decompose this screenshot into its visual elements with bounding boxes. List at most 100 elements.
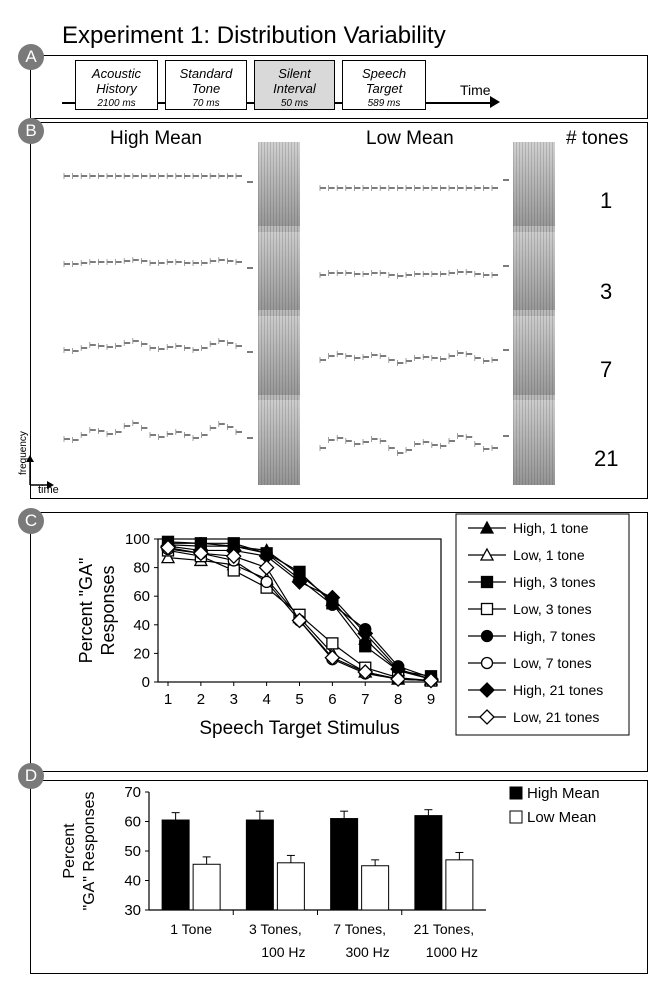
box-line1: Acoustic <box>91 66 142 81</box>
frequency-arrow-icon <box>26 455 34 462</box>
x-tick-label: 3 <box>230 691 238 708</box>
y-tick-label: 30 <box>124 902 141 919</box>
point-high-21-tones <box>324 589 341 606</box>
spectrogram-low-7 <box>513 310 555 400</box>
legend-marker-low-7-tones <box>480 656 494 670</box>
x-tick-label: 6 <box>328 691 336 708</box>
legend-label-low-mean: Low Mean <box>527 809 596 826</box>
category-sublabel: 300 Hz <box>345 944 389 960</box>
legend-marker-high-21-tones <box>479 682 495 698</box>
point-low-21-tones <box>324 649 341 666</box>
spectrogram-low-1 <box>513 142 555 232</box>
y-tick-label: 100 <box>125 531 150 548</box>
timeline-box-silent-interval: Silent Interval 50 ms <box>254 60 335 110</box>
spectrogram-low-21 <box>513 395 555 485</box>
box-line2: History <box>96 81 137 96</box>
spectrogram-high-3 <box>258 226 300 316</box>
y-tick-label: 50 <box>124 843 141 860</box>
box-duration: 2100 ms <box>97 98 136 109</box>
legend-label-high-1-tone: High, 1 tone <box>513 520 589 536</box>
legend-marker-low-21-tones <box>479 709 495 725</box>
point-high-21-tones <box>357 625 374 642</box>
point-low-21-tones <box>225 548 242 565</box>
legend-marker-high-7-tones <box>480 629 494 643</box>
box-line1: Silent <box>278 66 311 81</box>
point-low-1-tone <box>160 550 176 564</box>
box-duration: 70 ms <box>192 98 220 109</box>
y-axis-label-line2: "GA" Responses <box>81 792 98 911</box>
category-label: 21 Tones, <box>414 921 474 937</box>
category-label: 7 Tones, <box>333 921 386 937</box>
point-high-21-tones <box>291 573 308 590</box>
legend-label-high-mean: High Mean <box>527 785 600 802</box>
spectrogram-high-21 <box>258 395 300 485</box>
y-tick-label: 80 <box>133 560 150 577</box>
point-low-21-tones <box>258 559 275 576</box>
box-line1: Standard <box>179 66 233 81</box>
legend-label-low-3-tones: Low, 3 tones <box>513 601 592 617</box>
spectrogram-high-1 <box>258 142 300 232</box>
legend-marker-high-3-tones <box>480 575 494 589</box>
box-duration: 589 ms <box>367 98 401 109</box>
box-line2: Tone <box>191 81 221 96</box>
timeline-box-speech-target: Speech Target 589 ms <box>342 60 426 110</box>
y-axis-label-line1: Percent <box>61 823 78 879</box>
bar-low-mean <box>361 865 390 911</box>
box-line2: Target <box>365 81 403 96</box>
bar-high-mean <box>245 819 274 911</box>
panel-c-badge: C <box>18 508 44 534</box>
point-low-3-tones <box>227 564 240 577</box>
x-tick-label: 2 <box>197 691 205 708</box>
legend-swatch-high-mean <box>509 786 523 800</box>
time-arrow-icon <box>47 481 54 489</box>
low-mean-heading: Low Mean <box>366 128 454 149</box>
spectrogram-high-7 <box>258 310 300 400</box>
frequency-axis-label: frequency <box>18 431 29 475</box>
box-line2: Interval <box>273 81 316 96</box>
legend-marker-low-1-tone <box>479 547 495 561</box>
y-tick-label: 40 <box>133 617 150 634</box>
x-tick-label: 8 <box>394 691 402 708</box>
x-tick-label: 4 <box>262 691 270 708</box>
timeline-time-label: Time <box>460 82 491 98</box>
point-low-3-tones <box>326 637 339 650</box>
panel-b-badge: B <box>18 118 44 144</box>
point-low-21-tones <box>390 671 407 688</box>
tone-count-21: 21 <box>594 446 619 471</box>
point-low-21-tones <box>423 672 439 689</box>
mean-response-bar-chart: 30 40 50 60 70 Percent "GA" Responses 1 Tone 3 T… <box>61 784 600 960</box>
tone-count-1: 1 <box>600 188 613 213</box>
y-tick-label: 40 <box>124 873 141 890</box>
bar-high-mean <box>330 818 359 911</box>
y-axis-label-line2: Responses <box>98 565 118 655</box>
figure-title: Experiment 1: Distribution Variability <box>62 22 446 49</box>
legend-label-high-3-tones: High, 3 tones <box>513 574 596 590</box>
tone-count-7: 7 <box>600 357 613 382</box>
legend-box <box>455 513 630 736</box>
legend-label-low-7-tones: Low, 7 tones <box>513 655 592 671</box>
legend-label-high-7-tones: High, 7 tones <box>513 628 596 644</box>
x-tick-label: 1 <box>164 691 172 708</box>
timeline-box-acoustic-history: Acoustic History 2100 ms <box>75 60 158 110</box>
box-line1: Speech <box>361 66 407 81</box>
x-tick-label: 5 <box>295 691 303 708</box>
point-low-21-tones <box>160 539 176 556</box>
point-low-7-tones <box>260 575 273 589</box>
tone-count-3: 3 <box>600 279 613 304</box>
legend-marker-high-1-tone <box>479 520 495 534</box>
x-tick-label: 9 <box>427 691 435 708</box>
stimulus-tone-sequences <box>26 173 509 489</box>
point-low-21-tones <box>192 545 209 562</box>
panel-d-badge: D <box>18 763 44 789</box>
bar-high-mean <box>414 815 443 911</box>
y-axis-label-line1: Percent "GA" <box>76 558 96 664</box>
y-tick-label: 60 <box>133 588 150 605</box>
timeline-box-standard-tone: Standard Tone 70 ms <box>165 60 247 110</box>
box-duration: 50 ms <box>280 98 309 109</box>
category-label: 3 Tones, <box>249 921 302 937</box>
axis-corner-icon <box>29 458 50 486</box>
point-low-21-tones <box>357 664 374 680</box>
time-axis-label: time <box>38 484 59 496</box>
legend-swatch-low-mean <box>509 810 523 824</box>
identification-curves-chart: 0 20 40 60 80 100 1 2 3 4 5 6 7 8 9 Speech Target Stimu… <box>76 513 630 739</box>
